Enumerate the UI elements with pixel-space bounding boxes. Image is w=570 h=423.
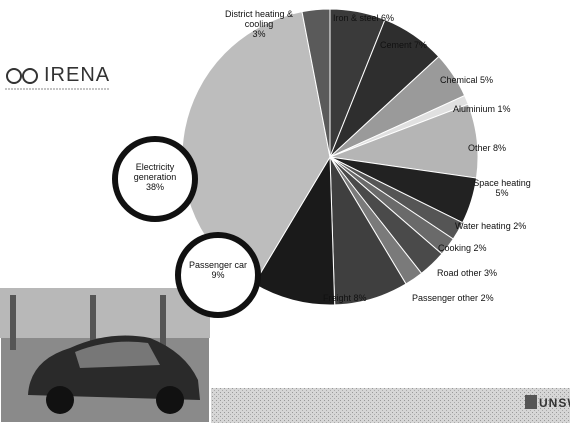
value-label: 2% (513, 221, 526, 231)
value-label: 3% (484, 268, 497, 278)
slice-label: Passenger other 2% (412, 293, 532, 303)
category-label: Space heating (462, 178, 542, 188)
value-label: 2% (481, 293, 494, 303)
slice-label: Chemical 5% (440, 75, 530, 85)
slide: IRENA UNSW Iron & steel 6% Cement 7% Chemi… (0, 0, 570, 423)
value-label: 6% (381, 13, 394, 23)
value-label: 1% (498, 104, 511, 114)
value-label: 9% (180, 270, 256, 280)
category-label: Other (468, 143, 491, 153)
slice-label: Road other 3% (437, 268, 527, 278)
value-label: 5% (480, 75, 493, 85)
category-label: Cooking (438, 243, 471, 253)
category-label: Passenger other (412, 293, 478, 303)
value-label: 3% (214, 29, 304, 39)
category-label: Cement (380, 40, 412, 50)
logo-irena: IRENA (44, 64, 110, 87)
category-label: Road other (437, 268, 482, 278)
category-label: Iron & steel (333, 13, 379, 23)
value-label: 5% (462, 188, 542, 198)
logo-unsw-icon (525, 395, 537, 409)
logo-unsw: UNSW (539, 396, 570, 410)
slice-label: Water heating 2% (455, 221, 565, 231)
slice-label: Aluminium 1% (453, 104, 543, 114)
category-label: Electricity generation (118, 162, 192, 182)
slice-label: Cooking 2% (438, 243, 518, 253)
value-label: 2% (474, 243, 487, 253)
category-label: Chemical (440, 75, 478, 85)
slice-label: Freight 8% (323, 293, 403, 303)
slice-label: Cement 7% (380, 40, 470, 50)
category-label: District heating & cooling (214, 9, 304, 29)
value-label: 38% (118, 182, 192, 192)
value-label: 8% (493, 143, 506, 153)
slice-label: Iron & steel 6% (333, 13, 453, 23)
category-label: Freight (323, 293, 351, 303)
value-label: 8% (354, 293, 367, 303)
car-photo (0, 288, 210, 423)
value-label: 7% (414, 40, 427, 50)
category-label: Water heating (455, 221, 511, 231)
slice-label: Other 8% (468, 143, 548, 153)
category-label: Passenger car (180, 260, 256, 270)
category-label: Aluminium (453, 104, 495, 114)
